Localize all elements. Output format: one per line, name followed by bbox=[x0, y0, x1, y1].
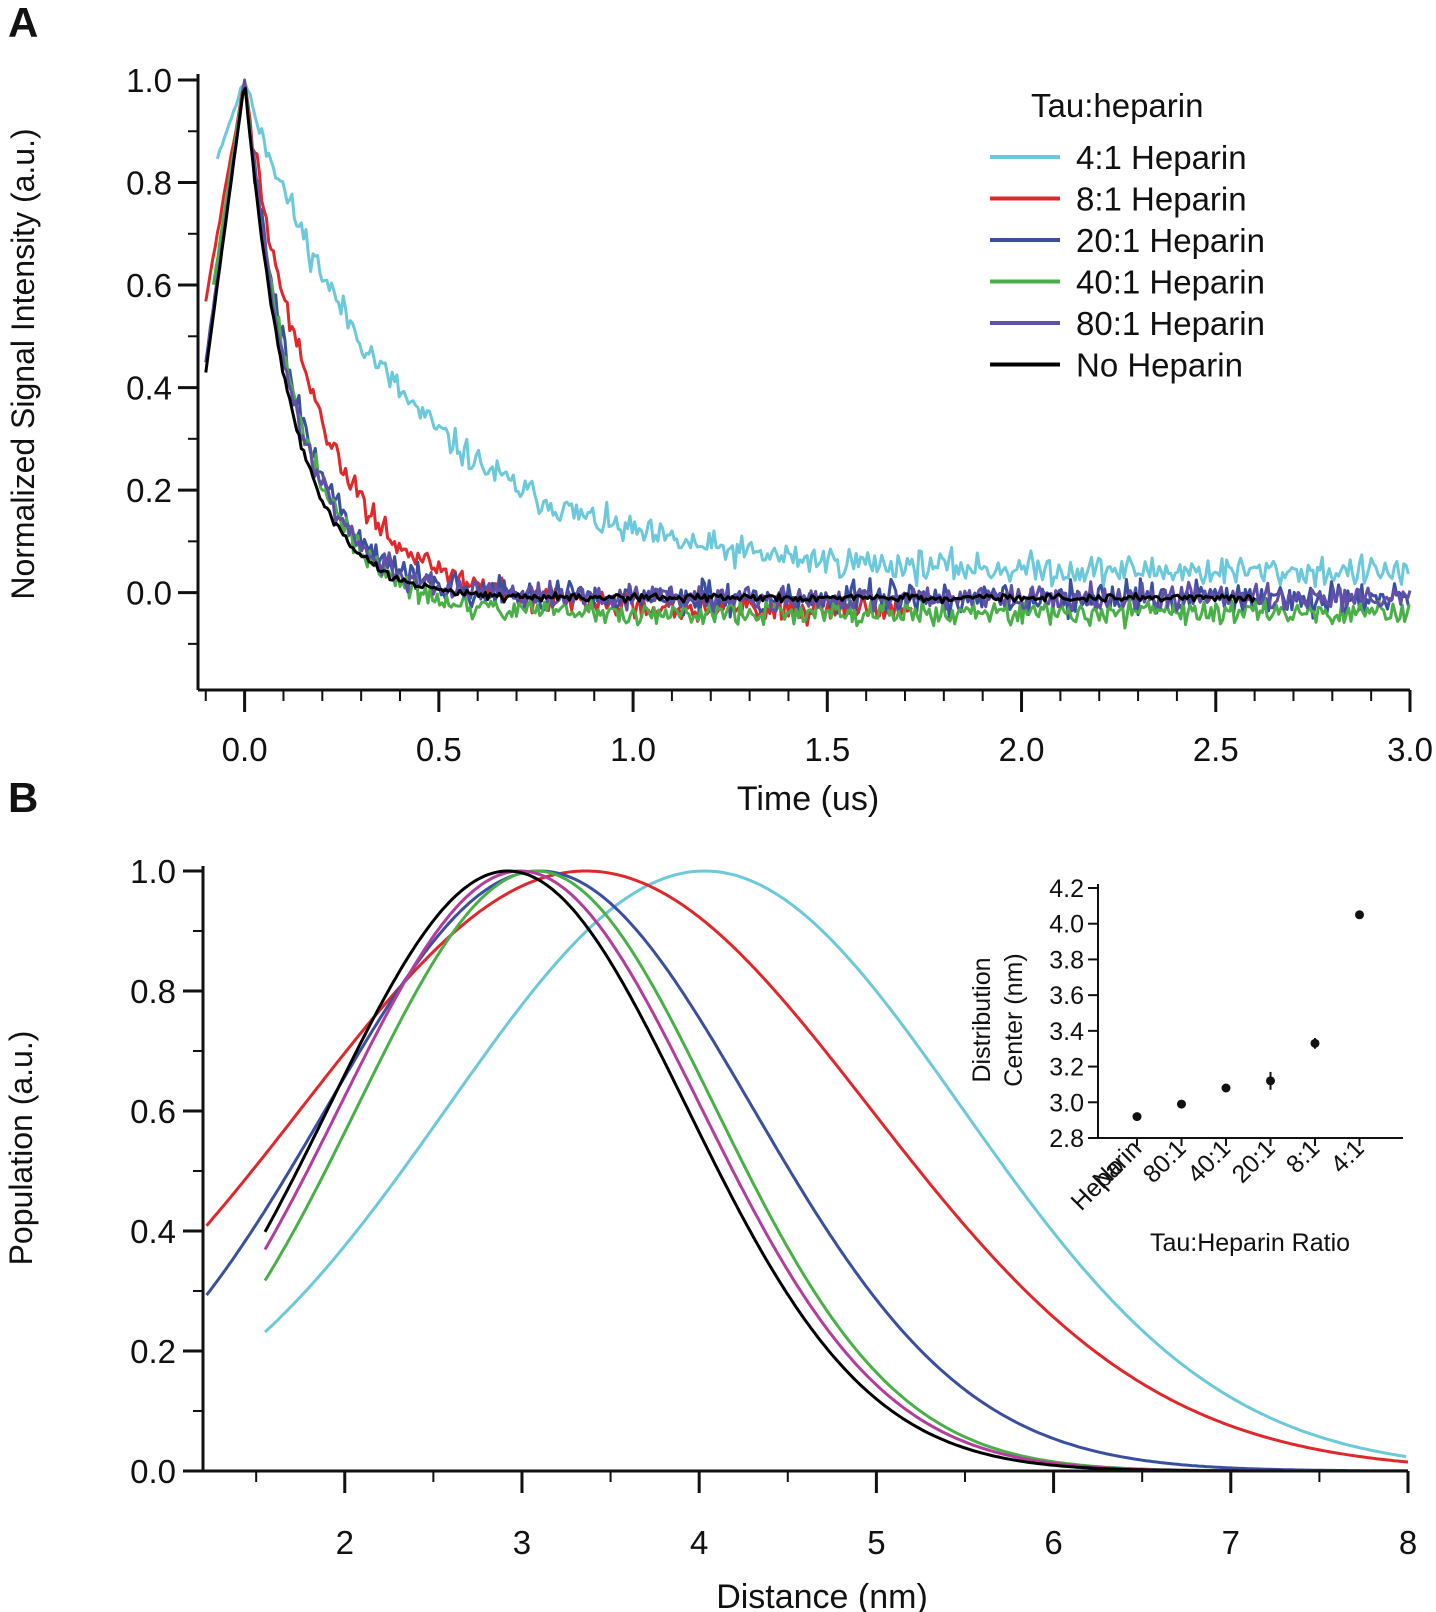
inset-x-tick-label-group: 80:1 bbox=[1138, 1134, 1192, 1188]
panel-label-a: A bbox=[8, 0, 38, 46]
panel-a-y-tick-label: 0.4 bbox=[126, 370, 172, 407]
panel-a-ylabel: Normalized Signal Intensity (a.u.) bbox=[5, 128, 41, 599]
panel-b-y-tick-label: 0.2 bbox=[130, 1333, 176, 1370]
panel-b-y-tick-label: 0.4 bbox=[130, 1213, 176, 1250]
legend-label-40-1-heparin: 40:1 Heparin bbox=[1076, 264, 1265, 301]
legend-label-80-1-heparin: 80:1 Heparin bbox=[1076, 305, 1265, 342]
legend-label-no-heparin: No Heparin bbox=[1076, 347, 1243, 384]
inset-y-tick-label: 3.2 bbox=[1049, 1054, 1084, 1082]
panel-a-x-tick-label: 2.5 bbox=[1193, 731, 1239, 768]
panel-a-y-tick-label: 1.0 bbox=[126, 62, 172, 99]
panel-b-x-tick-label: 7 bbox=[1222, 1524, 1240, 1561]
inset-y-tick-label: 2.8 bbox=[1049, 1125, 1084, 1153]
panel-a-x-tick-label: 2.0 bbox=[999, 731, 1045, 768]
panel-a-x-tick-label: 0.5 bbox=[416, 731, 462, 768]
legend-label-20-1-heparin: 20:1 Heparin bbox=[1076, 222, 1265, 259]
inset-x-tick-label: 80:1 bbox=[1138, 1134, 1192, 1188]
legend-label-8-1-heparin: 8:1 Heparin bbox=[1076, 181, 1247, 218]
panel-b-x-tick-label: 5 bbox=[867, 1524, 885, 1561]
inset-point bbox=[1221, 1083, 1231, 1093]
panel-b-y-tick-label: 1.0 bbox=[130, 853, 176, 890]
panel-a-x-tick-label: 1.5 bbox=[804, 731, 850, 768]
inset-x-tick-label: 20:1 bbox=[1227, 1134, 1281, 1188]
panel-b-x-tick-label: 8 bbox=[1399, 1524, 1417, 1561]
inset-y-tick-label: 3.0 bbox=[1049, 1089, 1084, 1117]
panel-a-xlabel: Time (us) bbox=[737, 780, 879, 818]
panel-b-xlabel: Distance (nm) bbox=[716, 1578, 928, 1612]
panel-b-x-tick-label: 2 bbox=[336, 1524, 354, 1561]
inset-y-tick-label: 4.0 bbox=[1049, 911, 1084, 939]
inset-x-tick-label-line: 8:1 bbox=[1281, 1134, 1325, 1178]
inset-point bbox=[1266, 1076, 1275, 1086]
panel-a-y-tick-label: 0.8 bbox=[126, 165, 172, 202]
inset-ylabel-line2: Center (nm) bbox=[1000, 953, 1028, 1086]
inset-y-tick-label: 4.2 bbox=[1049, 875, 1084, 903]
inset-x-tick-label: 40:1 bbox=[1182, 1134, 1236, 1188]
panel-b-y-tick-label: 0.8 bbox=[130, 973, 176, 1010]
panel-label-b: B bbox=[8, 774, 38, 821]
panel-a-x-tick-label: 0.0 bbox=[222, 731, 268, 768]
legend-title: Tau:heparin bbox=[1031, 87, 1203, 124]
panel-a-y-tick-label: 0.6 bbox=[126, 267, 172, 304]
panel-b-series-4-1 bbox=[263, 869, 1407, 1459]
panel-a-series-4-1-heparin bbox=[215, 82, 1410, 589]
inset-y-tick-label: 3.4 bbox=[1049, 1018, 1084, 1046]
inset-x-tick-label-group: 8:1 bbox=[1281, 1134, 1325, 1178]
inset-y-tick-label: 3.8 bbox=[1049, 946, 1084, 974]
panel-a-series-8-1-heparin bbox=[204, 84, 913, 627]
inset-x-tick-label-group: 4:1 bbox=[1325, 1134, 1369, 1178]
panel-b-x-tick-label: 3 bbox=[513, 1524, 531, 1561]
inset-point bbox=[1310, 1038, 1320, 1048]
inset-y-tick-label: 3.6 bbox=[1049, 982, 1084, 1010]
panel-a-x-tick-label: 3.0 bbox=[1387, 731, 1433, 768]
panel-a-plot: 0.00.20.40.60.81.00.0 0.5 1.0 1.5 2.0 2.5 3.0 … bbox=[5, 62, 1433, 818]
inset-x-tick-label-line: 80:1 bbox=[1138, 1134, 1192, 1188]
inset-x-tick-label: 8:1 bbox=[1281, 1134, 1325, 1178]
inset-point bbox=[1355, 910, 1364, 920]
panel-a-series-no-heparin bbox=[204, 86, 1256, 605]
panel-a-y-tick-label: 0.2 bbox=[126, 472, 172, 509]
panel-a-x-tick-label: 1.0 bbox=[610, 731, 656, 768]
inset-x-tick-label: 4:1 bbox=[1325, 1134, 1369, 1178]
panel-b-plot: 0.00.20.40.60.81.02 3 4 5 6 7 8 Distance (nm) … bbox=[3, 853, 1417, 1612]
inset-ylabel-line1: Distribution bbox=[968, 957, 996, 1082]
legend-label-4-1-heparin: 4:1 Heparin bbox=[1076, 139, 1247, 176]
inset-x-tick-label-line: 4:1 bbox=[1325, 1134, 1369, 1178]
inset-x-tick-label-group: 20:1 bbox=[1227, 1134, 1281, 1188]
inset-x-tick-label-line: 20:1 bbox=[1227, 1134, 1281, 1188]
panel-a-y-tick-label: 0.0 bbox=[126, 575, 172, 612]
panel-b-x-tick-label: 6 bbox=[1044, 1524, 1062, 1561]
panel-b-y-tick-label: 0.6 bbox=[130, 1093, 176, 1130]
inset-xlabel: Tau:Heparin Ratio bbox=[1150, 1229, 1350, 1257]
panel-a-legend: Tau:heparin 4:1 Heparin 8:1 Heparin 20:1 He… bbox=[990, 87, 1265, 384]
inset-x-tick-label-line: 40:1 bbox=[1182, 1134, 1236, 1188]
inset-point bbox=[1177, 1099, 1186, 1109]
inset-point bbox=[1132, 1112, 1142, 1122]
inset-plot: 2.83.03.23.43.63.84.04.2NoHeparin80:140:… bbox=[968, 875, 1403, 1257]
inset-x-tick-label-group: 40:1 bbox=[1182, 1134, 1236, 1188]
panel-b-x-tick-label: 4 bbox=[690, 1524, 708, 1561]
panel-b-ylabel: Population (a.u.) bbox=[3, 1031, 39, 1266]
panel-b-y-tick-label: 0.0 bbox=[130, 1453, 176, 1490]
